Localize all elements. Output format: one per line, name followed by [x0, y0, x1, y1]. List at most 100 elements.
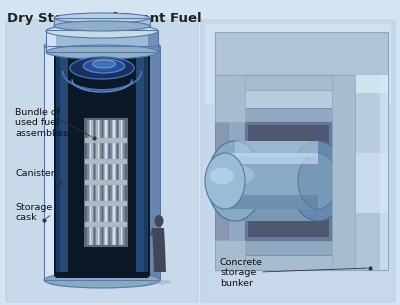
- Bar: [90, 120, 92, 245]
- Text: Concrete
storage
bunker: Concrete storage bunker: [220, 258, 263, 288]
- Ellipse shape: [205, 153, 245, 209]
- Bar: [136, 54, 140, 272]
- Bar: [84, 118, 128, 247]
- FancyBboxPatch shape: [6, 20, 198, 302]
- Bar: [87, 120, 89, 245]
- Bar: [225, 153, 318, 164]
- Bar: [215, 88, 231, 116]
- Bar: [46, 30, 56, 52]
- Bar: [235, 141, 318, 157]
- Ellipse shape: [92, 60, 116, 68]
- Bar: [118, 120, 120, 245]
- Bar: [85, 138, 127, 143]
- Polygon shape: [215, 240, 245, 270]
- Bar: [105, 120, 107, 245]
- Bar: [113, 120, 114, 245]
- Bar: [56, 54, 60, 272]
- Bar: [355, 75, 388, 93]
- Bar: [46, 30, 158, 52]
- Bar: [44, 46, 160, 280]
- Bar: [85, 222, 127, 227]
- Polygon shape: [332, 75, 355, 270]
- Bar: [54, 18, 150, 26]
- Bar: [103, 120, 104, 245]
- Polygon shape: [335, 108, 352, 255]
- Bar: [355, 153, 388, 213]
- Bar: [98, 120, 99, 245]
- Bar: [108, 120, 109, 245]
- Polygon shape: [215, 32, 388, 75]
- FancyBboxPatch shape: [54, 48, 150, 278]
- Bar: [248, 125, 329, 237]
- Ellipse shape: [54, 21, 150, 31]
- Bar: [380, 75, 388, 270]
- Bar: [44, 46, 160, 280]
- Bar: [123, 120, 125, 245]
- Bar: [216, 92, 224, 100]
- Bar: [110, 120, 112, 245]
- Bar: [205, 24, 391, 298]
- Ellipse shape: [83, 59, 125, 73]
- Polygon shape: [228, 90, 352, 108]
- Bar: [146, 46, 160, 280]
- Ellipse shape: [46, 24, 158, 38]
- Polygon shape: [355, 75, 388, 270]
- Bar: [104, 120, 108, 245]
- Bar: [235, 141, 318, 221]
- Bar: [215, 150, 231, 178]
- Ellipse shape: [298, 153, 338, 209]
- Bar: [121, 120, 122, 245]
- Ellipse shape: [50, 280, 154, 288]
- Bar: [355, 213, 388, 270]
- Bar: [245, 122, 332, 240]
- Ellipse shape: [54, 13, 150, 23]
- Bar: [85, 159, 127, 164]
- Bar: [205, 24, 391, 104]
- Bar: [225, 153, 318, 209]
- Ellipse shape: [44, 38, 160, 54]
- Ellipse shape: [215, 165, 254, 185]
- Bar: [355, 93, 388, 153]
- Bar: [144, 54, 148, 272]
- Bar: [95, 120, 96, 245]
- Text: Bundle of
used fuel
assemblies: Bundle of used fuel assemblies: [15, 108, 68, 138]
- Bar: [46, 30, 158, 52]
- Bar: [85, 180, 127, 185]
- Ellipse shape: [207, 141, 263, 221]
- Ellipse shape: [46, 45, 158, 59]
- Ellipse shape: [70, 57, 134, 79]
- Bar: [54, 18, 150, 26]
- Bar: [60, 54, 64, 272]
- Ellipse shape: [149, 279, 171, 285]
- Bar: [94, 46, 110, 280]
- Bar: [89, 120, 92, 245]
- Bar: [216, 154, 224, 162]
- FancyBboxPatch shape: [201, 20, 395, 302]
- Polygon shape: [150, 228, 153, 236]
- Polygon shape: [228, 108, 335, 255]
- Bar: [225, 195, 318, 209]
- Bar: [140, 54, 144, 272]
- Polygon shape: [215, 75, 355, 270]
- Polygon shape: [152, 228, 165, 246]
- Text: Canister: Canister: [15, 168, 55, 178]
- Bar: [100, 120, 102, 245]
- Ellipse shape: [290, 141, 346, 221]
- Bar: [96, 120, 100, 245]
- Bar: [112, 120, 116, 245]
- Ellipse shape: [210, 168, 234, 185]
- Bar: [64, 54, 68, 272]
- Text: Dry Storage of Spent Fuel: Dry Storage of Spent Fuel: [7, 12, 202, 25]
- Bar: [85, 201, 127, 206]
- Bar: [116, 120, 117, 245]
- Bar: [44, 46, 56, 280]
- Bar: [120, 120, 123, 245]
- Polygon shape: [215, 75, 245, 122]
- Text: Storage
cask: Storage cask: [15, 203, 52, 222]
- Ellipse shape: [154, 215, 164, 227]
- Polygon shape: [153, 246, 166, 272]
- Ellipse shape: [44, 272, 160, 288]
- Bar: [148, 30, 158, 52]
- Bar: [92, 120, 94, 245]
- Polygon shape: [215, 75, 228, 270]
